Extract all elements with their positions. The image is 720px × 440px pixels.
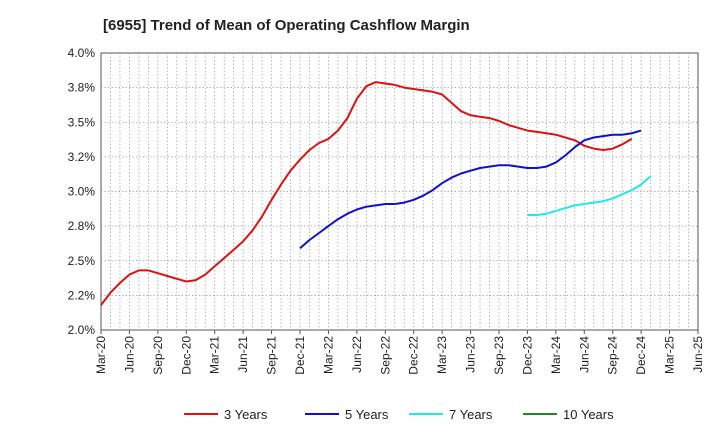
x-tick-label: Mar-22 xyxy=(321,336,335,374)
x-tick-label: Sep-24 xyxy=(606,336,620,375)
y-tick-label: 4.0% xyxy=(68,46,96,60)
gridlines xyxy=(101,53,698,330)
x-tick-label: Dec-22 xyxy=(407,336,421,375)
series-lines xyxy=(100,81,652,306)
x-tick-label: Dec-24 xyxy=(634,336,648,375)
x-tick-label: Sep-20 xyxy=(151,336,165,375)
x-tick-label: Sep-21 xyxy=(265,336,279,375)
y-tick-label: 3.2% xyxy=(68,150,96,164)
legend-label: 5 Years xyxy=(345,407,389,422)
series-line-7-years xyxy=(527,175,652,216)
x-tick-label: Dec-23 xyxy=(520,336,534,375)
y-tick-label: 2.8% xyxy=(68,219,96,233)
x-tick-label: Jun-24 xyxy=(577,336,591,373)
y-axis: 2.0% 2.2% 2.5% 2.8% 3.0% 3.2% 3.5% 3.8% 4.0% xyxy=(68,46,96,337)
x-tick-label: Sep-22 xyxy=(378,336,392,375)
series-line-3-years xyxy=(100,81,633,306)
chart-title: [6955] Trend of Mean of Operating Cashfl… xyxy=(103,17,470,34)
x-tick-label: Jun-20 xyxy=(122,336,136,373)
x-tick-label: Jun-21 xyxy=(236,336,250,373)
x-tick-label: Mar-23 xyxy=(435,336,449,374)
y-tick-label: 3.0% xyxy=(68,185,96,199)
x-tick-label: Jun-22 xyxy=(350,336,364,373)
x-tick-label: Jun-25 xyxy=(691,336,705,373)
x-tick-label: Dec-20 xyxy=(179,336,193,375)
y-tick-label: 2.0% xyxy=(68,323,96,337)
legend-label: 3 Years xyxy=(224,407,268,422)
x-tick-label: Mar-21 xyxy=(208,336,222,374)
y-tick-label: 2.5% xyxy=(68,254,96,268)
legend: 3 Years 5 Years 7 Years 10 Years xyxy=(184,407,614,422)
x-tick-label: Sep-23 xyxy=(492,336,506,375)
legend-label: 10 Years xyxy=(563,407,614,422)
x-axis: Mar-20 Jun-20 Sep-20 Dec-20 Mar-21 Jun-21 Sep-… xyxy=(94,330,705,375)
legend-label: 7 Years xyxy=(449,407,493,422)
y-tick-label: 3.8% xyxy=(68,81,96,95)
y-tick-label: 3.5% xyxy=(68,115,96,129)
x-tick-label: Jun-23 xyxy=(464,336,478,373)
x-tick-label: Mar-20 xyxy=(94,336,108,374)
series-line-5-years xyxy=(299,129,642,250)
x-tick-label: Dec-21 xyxy=(293,336,307,375)
y-tick-label: 2.2% xyxy=(68,288,96,302)
x-tick-label: Mar-24 xyxy=(549,336,563,374)
x-tick-label: Mar-25 xyxy=(663,336,677,374)
